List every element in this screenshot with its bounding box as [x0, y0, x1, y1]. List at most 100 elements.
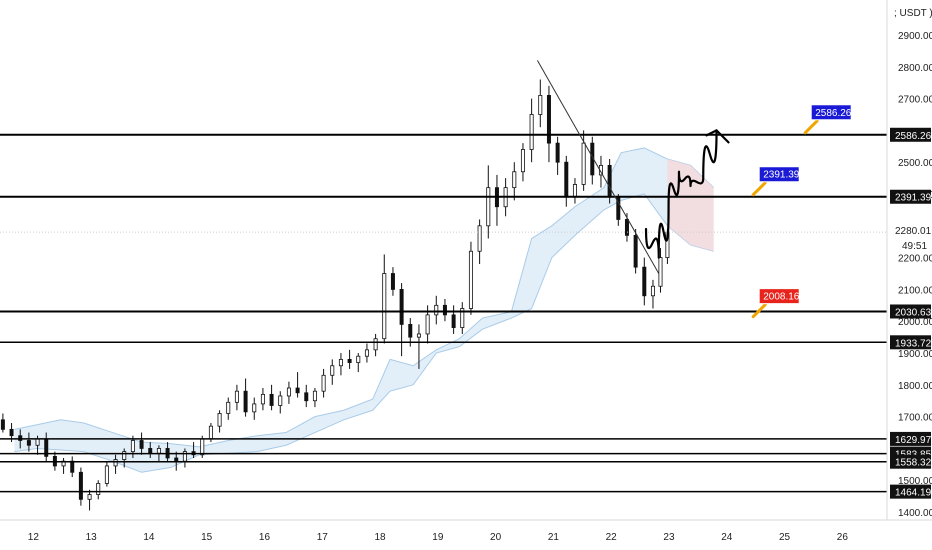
price-tick-label: 2700.00 — [898, 95, 932, 106]
candle-body — [486, 187, 491, 227]
candle-body — [243, 390, 248, 413]
price-axis[interactable]: 2900.002800.002700.002500.002400.002200.… — [890, 31, 932, 519]
level-price-label: 2391.39 — [895, 193, 932, 204]
price-tick-label: 2200.00 — [898, 254, 932, 265]
candle-body — [442, 304, 447, 316]
candle-body — [87, 494, 92, 500]
annotation-label: 2391.39 — [763, 170, 800, 181]
candle-body — [104, 465, 109, 484]
candles — [0, 79, 670, 511]
cloud-area — [14, 147, 714, 473]
candle-body — [200, 438, 205, 456]
level-price-box — [890, 127, 931, 142]
candle-body — [416, 333, 421, 338]
candle-body — [139, 440, 144, 449]
candle-body — [295, 387, 300, 394]
date-tick-label: 23 — [663, 532, 675, 543]
candle-body — [122, 451, 127, 460]
candle-body — [260, 393, 265, 405]
candle-body — [512, 171, 517, 189]
candle-body — [70, 460, 75, 473]
candle-body — [390, 273, 395, 290]
annotation-box — [758, 166, 800, 183]
candle-body — [624, 219, 629, 236]
date-tick-label: 14 — [143, 532, 155, 543]
date-tick-label: 18 — [374, 532, 386, 543]
time-axis[interactable]: 12 13 14 15 16 17 18 19 20 21 22 23 24 25 26 — [28, 532, 849, 543]
candle-body — [468, 250, 473, 309]
price-tick-label: 2100.00 — [898, 285, 932, 296]
price-tick-label: 1800.00 — [898, 381, 932, 392]
candle-body — [347, 358, 352, 363]
price-tick-label: 2900.00 — [898, 31, 932, 42]
price-tick-label: 2800.00 — [898, 63, 932, 74]
candle-body — [9, 428, 14, 437]
price-tick-label: 1500.00 — [898, 476, 932, 487]
date-tick-label: 25 — [779, 532, 791, 543]
price-tick-label: 2000.00 — [898, 317, 932, 328]
candle-body — [26, 440, 31, 446]
cloud-bearish-area — [667, 159, 714, 252]
candle-body — [642, 266, 647, 297]
candle-body — [658, 257, 663, 287]
price-tick-label: 1700.00 — [898, 413, 932, 424]
date-tick-label: 20 — [490, 532, 502, 543]
candle-body — [321, 374, 326, 392]
annotation-label: 2586.26 — [815, 108, 852, 119]
level-price-box — [890, 454, 931, 469]
date-tick-label: 16 — [259, 532, 271, 543]
drawings — [536, 60, 730, 274]
date-tick-label: 15 — [201, 532, 213, 543]
date-tick-label: 26 — [837, 532, 849, 543]
annotation-box — [758, 288, 800, 305]
level-price-box — [890, 484, 931, 499]
cloud-lower-line — [14, 193, 714, 473]
level-price-label: 1933.72 — [895, 338, 932, 349]
candle-body — [174, 457, 179, 462]
candle-body — [278, 395, 283, 406]
candle-body — [217, 413, 222, 427]
projection-arrowhead — [705, 129, 730, 144]
candle-body — [434, 304, 439, 316]
candle-body — [650, 285, 655, 297]
candle-body — [208, 425, 213, 440]
candle-body — [529, 114, 534, 150]
annotation-label: 2008.16 — [763, 292, 800, 303]
support-resistance-levels — [0, 133, 887, 493]
date-tick-label: 24 — [721, 532, 733, 543]
candle-body — [35, 438, 40, 446]
candle-body — [252, 403, 257, 413]
candle-body — [373, 338, 378, 351]
candle-body — [338, 358, 343, 367]
trendline — [536, 60, 660, 274]
candle-body — [520, 149, 525, 173]
candle-body — [572, 184, 577, 198]
date-tick-label: 13 — [86, 532, 98, 543]
annotation-pointer — [803, 119, 819, 135]
candle-body — [564, 161, 569, 198]
candle-body — [96, 483, 101, 495]
candle-body — [148, 448, 153, 454]
candle-body — [78, 471, 83, 500]
level-price-label: 2030.63 — [895, 307, 932, 318]
candle-body — [477, 225, 482, 252]
candle-body — [451, 314, 456, 328]
price-tick-label: 2500.00 — [898, 158, 932, 169]
candle-body — [0, 419, 5, 430]
projection-curve — [644, 129, 718, 259]
candle-body — [364, 349, 369, 357]
date-tick-label: 12 — [28, 532, 40, 543]
candle-body — [226, 401, 231, 414]
level-price-label: 1464.19 — [895, 488, 932, 499]
date-tick-label: 19 — [432, 532, 444, 543]
candle-body — [633, 234, 638, 268]
level-price-label: 1629.97 — [895, 435, 932, 446]
level-price-box — [890, 304, 931, 319]
candle-body — [234, 390, 239, 403]
price-tick-label: 1900.00 — [898, 349, 932, 360]
price-annotations: 2586.26 2391.39 2008.16 — [751, 104, 852, 319]
candle-body — [555, 142, 560, 163]
date-tick-label: 22 — [606, 532, 618, 543]
candle-body — [312, 390, 317, 402]
